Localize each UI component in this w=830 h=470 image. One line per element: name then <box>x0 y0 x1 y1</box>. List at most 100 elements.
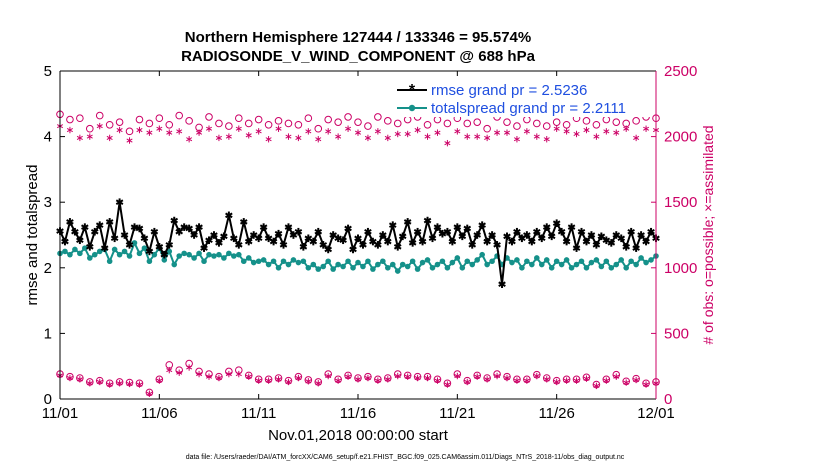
obs-assimilated-marker <box>96 122 103 130</box>
totalspread-point <box>484 261 490 268</box>
totalspread-point <box>603 258 610 265</box>
obs-assimilated-marker <box>295 134 302 142</box>
rmse-point <box>85 243 94 251</box>
obs-possible-marker <box>86 124 94 133</box>
obs-assimilated-marker <box>444 381 451 388</box>
obs-assimilated-marker <box>116 380 123 387</box>
rmse-point <box>269 237 278 246</box>
totalspread-point <box>335 261 341 268</box>
rmse-point <box>309 237 318 246</box>
totalspread-point <box>553 258 560 265</box>
rmse-point <box>105 218 114 226</box>
rmse-point <box>632 244 640 252</box>
obs-assimilated-marker <box>116 126 123 134</box>
obs-assimilated-marker <box>196 370 203 378</box>
obs-possible-marker <box>185 117 193 125</box>
x-tick-label: 11/11 <box>241 405 276 422</box>
totalspread-point <box>588 259 595 266</box>
totalspread-point <box>464 258 471 265</box>
obs-assimilated-marker <box>245 373 252 380</box>
obs-possible-marker <box>552 118 561 126</box>
obs-possible-marker <box>324 115 333 124</box>
totalspread-point <box>340 263 346 270</box>
rmse-point <box>234 241 243 249</box>
obs-assimilated-marker <box>643 125 650 132</box>
obs-possible-marker <box>165 120 174 129</box>
rmse-point <box>483 237 491 246</box>
totalspread-point <box>365 258 371 265</box>
rmse-point <box>523 231 531 239</box>
rmse-point <box>607 239 616 247</box>
obs-possible-marker <box>145 119 154 128</box>
rmse-point <box>498 280 506 288</box>
totalspread-point <box>325 258 332 265</box>
chart-title-line2: RADIOSONDE_V_WIND_COMPONENT @ 688 hPa <box>181 48 536 65</box>
obs-assimilated-marker <box>96 378 103 386</box>
obs-assimilated-marker <box>543 376 550 383</box>
totalspread-point <box>176 253 182 259</box>
obs-assimilated-marker <box>533 372 540 380</box>
rmse-point <box>61 237 69 246</box>
x-axis-ticks: 11/01 11/06 11/11 11/16 11/21 11/26 12/01 <box>42 71 675 422</box>
obs-assimilated-marker <box>345 125 352 132</box>
obs-assimilated-marker <box>613 373 620 380</box>
rmse-point <box>493 241 501 249</box>
totalspread-point <box>181 250 187 257</box>
obs-assimilated-marker <box>76 376 83 383</box>
obs-assimilated-marker <box>136 381 143 388</box>
totalspread-point <box>519 265 525 271</box>
obs-assimilated-marker <box>255 128 262 135</box>
totalspread-point <box>543 257 550 263</box>
rmse-point <box>115 198 124 206</box>
rmse-point <box>503 232 511 241</box>
obs-possible-marker <box>115 118 124 126</box>
obs-assimilated-marker <box>583 375 590 382</box>
obs-assimilated-marker <box>424 133 431 140</box>
obs-assimilated-marker <box>643 381 650 388</box>
rmse-point <box>200 244 208 252</box>
obs-assimilated-marker <box>126 137 133 144</box>
totalspread-point <box>534 255 540 261</box>
totalspread-point <box>399 261 406 268</box>
obs-assimilated-marker <box>494 129 501 136</box>
obs-assimilated-marker <box>205 373 213 380</box>
totalspread-point <box>479 251 485 258</box>
obs-assimilated-marker <box>186 364 193 371</box>
legend: * rmse grand pr = 2.5236 totalspread gra… <box>392 77 650 117</box>
rmse-point <box>393 243 402 251</box>
chart-title-line1: Northern Hemisphere 127444 / 133346 = 95… <box>185 29 531 46</box>
obs-assimilated-marker <box>345 373 352 380</box>
rmse-point <box>572 244 581 252</box>
totalspread-point <box>370 266 376 272</box>
y-left-tick-label: 3 <box>44 194 52 211</box>
totalspread-point <box>295 259 302 266</box>
obs-assimilated-marker <box>454 372 461 380</box>
totalspread-point <box>409 258 416 265</box>
totalspread-point <box>355 259 361 266</box>
obs-possible-marker <box>66 115 74 124</box>
obs-assimilated-marker <box>76 134 83 142</box>
rmse-point <box>617 234 626 243</box>
totalspread-point <box>245 255 252 261</box>
totalspread-point <box>360 263 366 270</box>
rmse-point <box>528 237 536 246</box>
obs-assimilated-marker <box>633 376 640 384</box>
rmse-point <box>552 219 561 227</box>
x-tick-label: 11/06 <box>141 405 177 422</box>
obs-assimilated-marker <box>474 373 481 380</box>
obs-assimilated-marker <box>374 377 381 384</box>
rmse-point <box>299 243 308 251</box>
obs-possible-marker <box>562 120 571 129</box>
rmse-point <box>587 231 596 239</box>
obs-possible-marker <box>205 113 213 121</box>
obs-count-markers <box>56 110 660 397</box>
obs-assimilated-marker <box>225 133 232 140</box>
rmse-point <box>120 231 129 239</box>
rmse-series <box>56 198 660 288</box>
totalspread-point <box>240 258 247 265</box>
obs-assimilated-marker <box>573 377 580 384</box>
totalspread-point <box>593 257 600 263</box>
rmse-point <box>175 227 184 236</box>
obs-assimilated-marker <box>176 369 183 376</box>
rmse-point <box>463 224 472 233</box>
